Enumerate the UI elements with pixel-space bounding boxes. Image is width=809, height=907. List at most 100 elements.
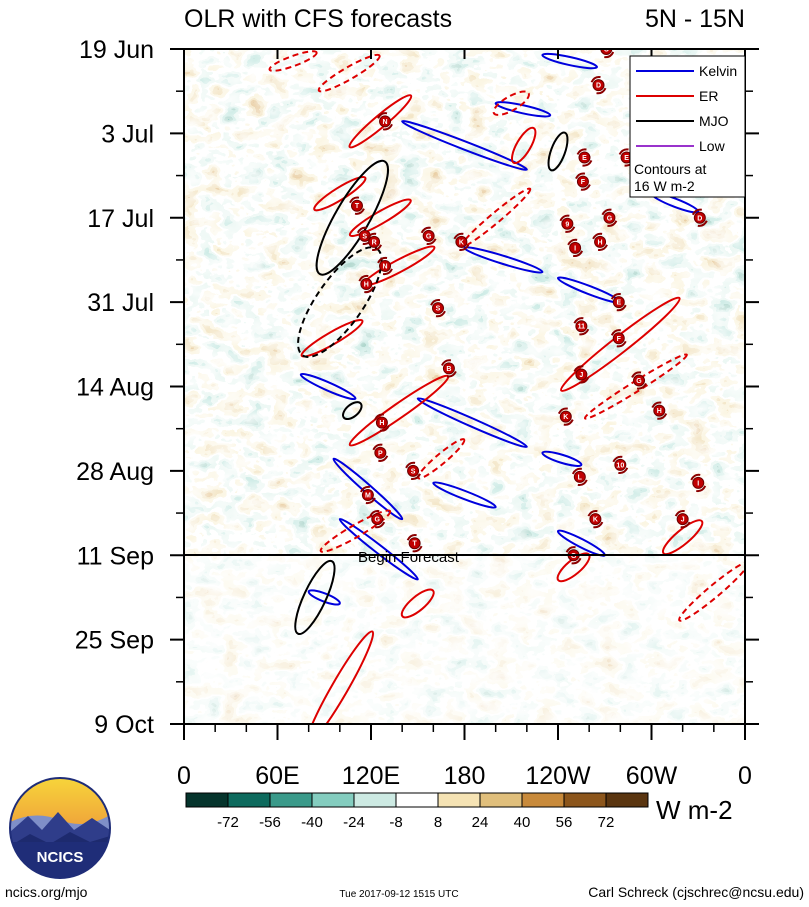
colorbar-swatch-6	[437, 792, 481, 808]
y-tick-label-1: 3 Jul	[101, 120, 154, 148]
y-tick-label-2: 17 Jul	[87, 205, 154, 233]
mjo-contour-3	[547, 131, 569, 172]
colorbar-label-0: -72	[217, 814, 239, 831]
er-contour-4	[300, 319, 364, 358]
storm-marker-28: F	[610, 329, 627, 348]
colorbar-label-5: 8	[434, 814, 442, 831]
colorbar-swatch-0	[185, 792, 229, 808]
storm-label-1: T	[355, 203, 360, 210]
kelvin-contour-13	[432, 481, 497, 509]
storm-marker-0: N	[377, 112, 393, 131]
kelvin-contour-3	[401, 120, 528, 171]
colorbar-swatch-10	[605, 792, 649, 808]
colorbar-label-1: -56	[259, 814, 281, 831]
storm-marker-38: C	[600, 47, 615, 59]
legend-label-kelvin: Kelvin	[699, 63, 737, 79]
storm-label-15: T	[412, 541, 417, 548]
y-tick-label-8: 9 Oct	[94, 711, 154, 739]
storm-label-28: F	[617, 336, 622, 343]
storm-label-22: D	[697, 215, 702, 222]
storm-marker-14: G	[369, 509, 386, 529]
colorbar: -72 -56 -40 -24 -8 8 24 40 56 72	[185, 792, 649, 831]
storm-label-6: G	[426, 233, 432, 240]
storm-marker-33: 10	[612, 455, 629, 474]
colorbar-label-6: 24	[472, 814, 489, 831]
storm-marker-27: 11	[573, 317, 590, 336]
colorbar-swatch-4	[353, 792, 397, 808]
storm-marker-30: G	[631, 371, 647, 390]
footer-timestamp: Tue 2017-09-12 1515 UTC	[339, 889, 458, 900]
storm-label-0: N	[382, 119, 387, 126]
storm-marker-23: E	[618, 148, 635, 167]
storm-label-12: S	[411, 468, 416, 475]
storm-label-36: I	[697, 480, 699, 487]
axes: 0 60E 120E 180 120W 60W 0 19 Jun 3 Jul 17 Jul 31 J…	[75, 36, 759, 790]
storm-marker-7: K	[453, 232, 470, 251]
storm-marker-8: S	[430, 299, 446, 318]
mjo-contour-0	[315, 159, 389, 276]
kelvin-contour-6	[494, 101, 552, 118]
storm-label-13: M	[365, 492, 371, 499]
storm-label-5: H	[364, 282, 369, 289]
storm-label-30: G	[636, 378, 642, 385]
er-contours	[268, 50, 745, 724]
storm-label-35: K	[593, 517, 598, 524]
storm-label-18: E	[582, 155, 587, 162]
storm-label-33: 10	[616, 462, 624, 469]
er-contour-13	[583, 353, 688, 420]
x-tick-label-1: 60E	[255, 762, 299, 790]
er-contour-11	[305, 630, 375, 724]
storm-label-17: D	[596, 83, 601, 90]
x-tick-label-6: 0	[738, 762, 752, 790]
storm-marker-32: K	[557, 407, 574, 426]
y-tick-label-0: 19 Jun	[79, 36, 154, 64]
storm-marker-24: I	[567, 238, 584, 258]
x-tick-label-4: 120W	[525, 762, 591, 790]
storm-marker-29: J	[573, 365, 590, 384]
legend-label-mjo: MJO	[699, 113, 729, 129]
colorbar-label-8: 56	[556, 814, 573, 831]
legend-label-low: Low	[699, 138, 726, 154]
colorbar-swatch-5	[395, 792, 439, 808]
storm-label-21: G	[607, 215, 613, 222]
storm-label-32: K	[563, 414, 568, 421]
storm-label-9: B	[446, 366, 451, 373]
storm-marker-25: H	[592, 232, 608, 251]
legend: Kelvin ER MJO Low Contours at 16 W m-2	[629, 55, 746, 198]
mjo-contour-4	[342, 401, 363, 421]
kelvin-contour-1	[338, 517, 419, 581]
storm-label-3: R	[372, 239, 377, 246]
chart-title: OLR with CFS forecasts	[184, 5, 452, 33]
storm-label-2: S	[362, 233, 367, 240]
region-label: 5N - 15N	[645, 5, 745, 33]
legend-note-line1: Contours at	[634, 161, 706, 177]
storm-label-38: C	[604, 47, 609, 54]
colorbar-swatch-2	[269, 792, 313, 808]
footer-author: Carl Schreck (cjschrec@ncsu.edu)	[588, 884, 804, 900]
kelvin-contour-7	[541, 52, 598, 70]
storm-marker-21: G	[601, 208, 618, 227]
storm-marker-11: P	[372, 443, 389, 462]
forecast-fade	[184, 555, 745, 724]
storm-label-4: N	[382, 263, 387, 270]
colorbar-swatch-7	[479, 792, 523, 808]
kelvin-contour-4	[463, 246, 544, 274]
er-contour-6	[317, 53, 381, 93]
legend-note-line2: 16 W m-2	[634, 178, 695, 194]
storm-marker-4: N	[377, 256, 393, 276]
storm-marker-20: 9	[559, 214, 576, 233]
storm-label-24: I	[574, 245, 576, 252]
x-tick-label-2: 120E	[342, 762, 400, 790]
storm-label-19: F	[581, 179, 586, 186]
colorbar-label-3: -24	[343, 814, 365, 831]
forecast-label: Begin Forecast	[358, 549, 460, 566]
storm-marker-26: E	[610, 292, 627, 312]
kelvin-contours	[299, 52, 700, 606]
y-tick-label-6: 11 Sep	[77, 542, 154, 570]
storm-marker-1: T	[349, 196, 365, 215]
storm-marker-5: H	[358, 274, 375, 294]
storm-label-7: K	[459, 239, 464, 246]
legend-box	[629, 55, 746, 198]
colorbar-swatch-1	[227, 792, 271, 808]
